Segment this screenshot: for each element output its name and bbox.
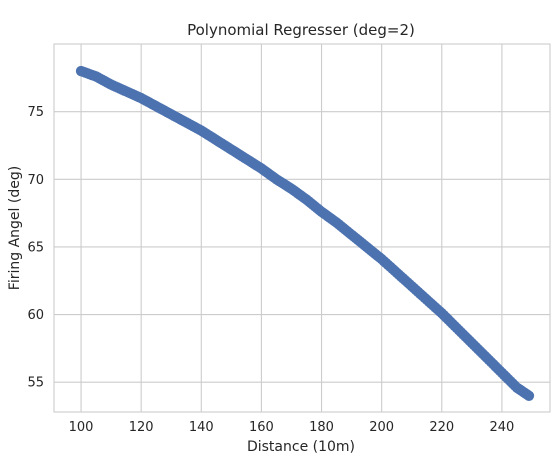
x-tick-label: 120: [129, 420, 154, 435]
x-tick-label: 180: [309, 420, 334, 435]
y-axis-label: Firing Angel (deg): [7, 166, 23, 290]
y-tick-label: 75: [27, 105, 44, 120]
x-tick-label: 160: [249, 420, 274, 435]
x-tick-label: 100: [69, 420, 94, 435]
data-point: [523, 390, 535, 401]
x-tick-label: 240: [489, 420, 514, 435]
grid: [54, 44, 550, 412]
y-tick-label: 60: [27, 308, 44, 323]
plot-frame: [53, 43, 551, 413]
x-tick-label: 200: [369, 420, 394, 435]
x-tick-label: 140: [189, 420, 214, 435]
y-tick-label: 55: [27, 376, 44, 391]
tick-labels: 100 120 140 160 180 200 220 240 55 60 65 70 75: [27, 105, 514, 435]
x-axis-label: Distance (10m): [247, 439, 355, 455]
y-tick-label: 70: [27, 173, 44, 188]
y-tick-label: 65: [27, 240, 44, 255]
x-tick-label: 220: [429, 420, 454, 435]
data-points: [75, 65, 535, 401]
chart-title: Polynomial Regresser (deg=2): [187, 21, 415, 39]
